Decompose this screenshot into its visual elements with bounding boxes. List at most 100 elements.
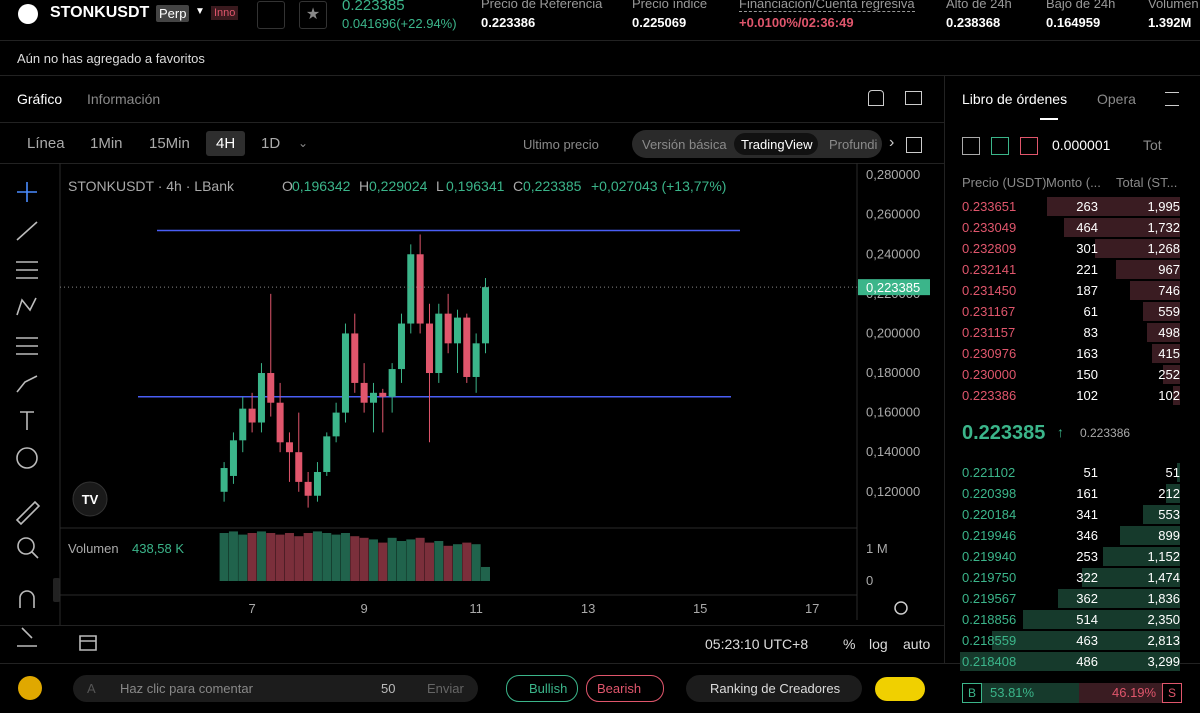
avatar[interactable]	[18, 676, 42, 700]
ob-amount: 163	[1076, 346, 1098, 361]
ob-header: Total (ST...	[1116, 175, 1178, 190]
view-selected	[734, 133, 818, 155]
interval[interactable]: 1Min	[90, 135, 123, 152]
interval[interactable]: Línea	[27, 135, 65, 152]
stat-label: Volumen	[1148, 0, 1199, 11]
depth-bar	[1103, 547, 1180, 566]
scale-option[interactable]: auto	[903, 636, 931, 652]
ob-price: 0.233651	[962, 199, 1017, 214]
orderbook-tab[interactable]: Libro de órdenes	[962, 91, 1068, 107]
last-price-tag	[858, 279, 930, 296]
comment-placeholder: Haz clic para comentar	[120, 681, 253, 696]
toggle[interactable]	[875, 677, 925, 701]
depth-bar	[1130, 281, 1180, 300]
send-button[interactable]: Enviar	[427, 681, 464, 696]
next-icon[interactable]: ›	[889, 134, 895, 151]
mid-ref: 0.223386	[1080, 426, 1131, 440]
ob-amount: 150	[1076, 367, 1098, 382]
ob-total: 2,350	[1147, 612, 1180, 627]
layout-bids[interactable]	[991, 137, 1009, 155]
x-tick-label: 17	[805, 601, 819, 616]
clock: 05:23:10 UTC+8	[705, 636, 809, 652]
more-intervals[interactable]: ⌄	[298, 136, 309, 150]
expand-icon[interactable]	[906, 137, 922, 153]
x-tick-label: 7	[248, 601, 255, 616]
dropdown-icon[interactable]: ▼	[195, 6, 205, 17]
candle-body	[425, 323, 433, 374]
buy-key: B	[962, 683, 982, 703]
y-tick-label: 0,200000	[866, 325, 920, 340]
collapse-handle[interactable]	[53, 578, 60, 602]
volume-bar	[406, 539, 416, 581]
depth-bar	[1173, 386, 1180, 405]
stat-label: Precio de Referencia	[481, 0, 603, 11]
interval[interactable]: 4H	[206, 131, 246, 156]
layout-asks[interactable]	[1020, 137, 1038, 155]
ob-total: 899	[1158, 528, 1180, 543]
ob-price: 0.232141	[962, 262, 1017, 277]
ob-total: 51	[1165, 465, 1180, 480]
chart-title: STONKUSDT · 4h · LBank	[68, 178, 235, 194]
favorite-button[interactable]: ★	[299, 1, 327, 29]
ob-header: Precio (USDT)	[962, 175, 1047, 190]
bullish-button[interactable]: Bullish	[506, 675, 579, 702]
ranking-pill[interactable]	[686, 675, 862, 702]
ob-price: 0.219750	[962, 570, 1017, 585]
y-tick-label: 0,180000	[866, 365, 920, 380]
ob-price: 0.231450	[962, 283, 1017, 298]
tv-logo-text: TV	[82, 492, 99, 507]
volume-bar	[256, 531, 266, 581]
volume-bar	[303, 533, 313, 581]
precision[interactable]: 0.000001	[1052, 137, 1111, 153]
scale-option[interactable]: %	[843, 636, 856, 652]
candle-body	[267, 373, 275, 403]
layout-both[interactable]	[962, 137, 980, 155]
ob-amount: 301	[1076, 241, 1098, 256]
sell-label: 46.19%	[1112, 685, 1157, 700]
ob-price: 0.219940	[962, 549, 1017, 564]
book-button[interactable]	[257, 1, 285, 29]
ob-amount: 83	[1083, 325, 1098, 340]
y-tick-label: 0,240000	[866, 246, 920, 261]
tot[interactable]: Tot	[1143, 137, 1162, 153]
scale-option[interactable]: log	[869, 636, 888, 652]
alert-icon[interactable]	[868, 90, 884, 106]
tab[interactable]: Información	[87, 91, 161, 107]
volume-bar	[238, 534, 248, 581]
settings-icon[interactable]	[1165, 92, 1179, 106]
interval[interactable]: 15Min	[149, 135, 190, 152]
ranking-button[interactable]: Ranking de Creadores	[710, 681, 841, 696]
drawing-tools[interactable]	[15, 182, 97, 651]
view-mode[interactable]: Versión básica	[642, 137, 727, 152]
settings-icon[interactable]	[894, 601, 908, 615]
ob-price: 0.220398	[962, 486, 1017, 501]
candle-body	[323, 436, 331, 472]
ob-price: 0.220184	[962, 507, 1017, 522]
candle-body	[239, 408, 247, 441]
interval[interactable]: 1D	[261, 135, 281, 152]
tab-active[interactable]: Gráfico	[17, 91, 63, 107]
candle-body	[257, 373, 265, 423]
candle-body	[229, 440, 237, 476]
volume-bar	[378, 542, 388, 581]
depth-bar	[1176, 463, 1180, 482]
comment-input[interactable]	[73, 675, 478, 702]
view-mode[interactable]: TradingView	[741, 137, 813, 152]
volume-bar	[284, 533, 294, 581]
view-mode[interactable]: Profundi	[829, 137, 878, 152]
logo	[18, 4, 38, 24]
ob-price: 0.231157	[962, 325, 1016, 340]
last-price-label: 0,223385	[866, 280, 920, 295]
bearish-button[interactable]: Bearish	[586, 675, 665, 702]
volume-bar	[396, 541, 406, 581]
fullscreen-icon[interactable]	[905, 91, 922, 105]
candle-body	[435, 313, 443, 374]
trades-tab[interactable]: Opera	[1097, 91, 1136, 107]
price-type[interactable]: Ultimo precio	[523, 137, 599, 152]
depth-bar	[1152, 344, 1180, 363]
depth-bar	[1081, 568, 1180, 587]
stat-value: 0.225069	[632, 15, 687, 30]
ob-amount: 341	[1076, 507, 1098, 522]
symbol[interactable]: STONKUSDT	[50, 4, 150, 21]
